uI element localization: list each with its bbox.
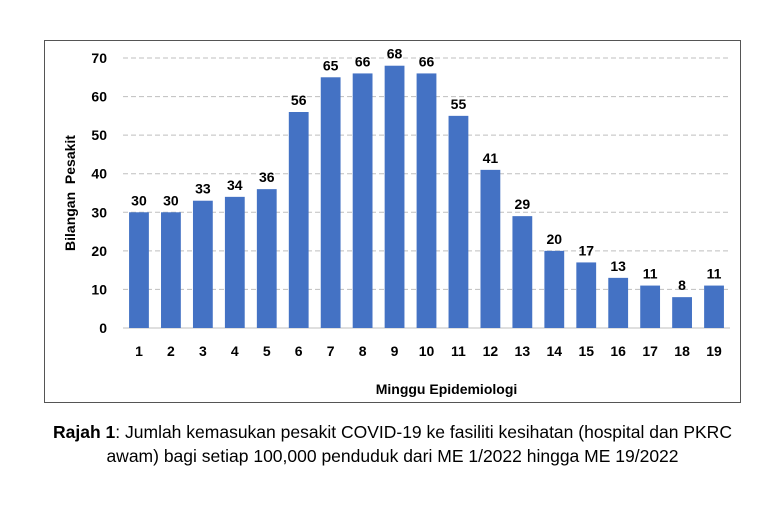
figure-caption: Rajah 1: Jumlah kemasukan pesakit COVID-…: [44, 420, 741, 468]
bar-value-label: 29: [515, 196, 531, 212]
y-tick-label: 40: [91, 166, 107, 182]
y-tick-label: 0: [99, 320, 107, 336]
x-tick-label: 4: [231, 343, 239, 359]
y-tick-label: 30: [91, 204, 107, 220]
bar-value-label: 17: [578, 242, 594, 258]
bar: [480, 169, 501, 328]
x-tick-label: 7: [327, 343, 335, 359]
x-tick-label: 5: [263, 343, 271, 359]
bar-value-label: 33: [195, 181, 211, 197]
bar-value-label: 8: [678, 277, 686, 293]
bar: [416, 73, 437, 328]
chart-frame: 0 10 20 30 40 50 60 70 30 30 33 34 36 56 65 66 68 66 55 41…: [44, 40, 741, 403]
bar: [512, 216, 533, 328]
y-axis-title: Bilangan Pesakit: [62, 135, 78, 251]
bar-value-label: 34: [227, 177, 243, 193]
bars: [129, 65, 724, 329]
bar-value-label: 20: [547, 231, 563, 247]
x-tick-label: 9: [391, 343, 399, 359]
grid-lines: [123, 57, 730, 329]
bar-value-label: 66: [419, 53, 435, 69]
caption-label: Rajah 1: [53, 422, 116, 442]
bar: [320, 77, 341, 329]
bar: [129, 212, 149, 328]
bar: [224, 196, 245, 328]
y-tick-label: 70: [91, 50, 107, 66]
y-tick-label: 10: [91, 281, 107, 297]
x-tick-labels: 1 2 3 4 5 6 7 8 9 10 11 12 13 14 15 16 17 18 19: [135, 343, 722, 359]
x-tick-label: 14: [547, 343, 563, 359]
bar: [448, 115, 469, 328]
x-tick-label: 2: [167, 343, 175, 359]
bar-value-label: 41: [483, 150, 499, 166]
bar-value-label: 56: [291, 92, 307, 108]
x-tick-label: 11: [451, 343, 466, 359]
x-tick-label: 1: [135, 343, 143, 359]
bar: [608, 277, 629, 328]
bar: [384, 65, 405, 328]
bar-value-label: 66: [355, 53, 371, 69]
x-tick-label: 18: [674, 343, 690, 359]
y-tick-label: 50: [91, 127, 107, 143]
x-axis-title: Minggu Epidemiologi: [376, 381, 518, 397]
bar-value-label: 36: [259, 169, 275, 185]
bar-value-label: 11: [707, 266, 722, 282]
bar: [640, 285, 661, 328]
bar: [576, 262, 597, 328]
x-tick-label: 8: [359, 343, 367, 359]
y-tick-labels: 0 10 20 30 40 50 60 70: [91, 50, 107, 336]
bar-value-label: 65: [323, 57, 339, 73]
x-tick-label: 17: [642, 343, 658, 359]
x-tick-label: 3: [199, 343, 207, 359]
bar: [704, 285, 724, 328]
x-tick-label: 15: [578, 343, 594, 359]
x-tick-label: 6: [295, 343, 303, 359]
bar: [672, 297, 692, 328]
bar-value-label: 11: [643, 266, 658, 282]
bar-value-label: 13: [610, 258, 626, 274]
bar: [288, 112, 309, 328]
bar: [161, 212, 181, 328]
bar-value-label: 30: [163, 192, 179, 208]
bar: [256, 189, 277, 328]
bar: [352, 73, 373, 328]
bar-value-label: 30: [131, 192, 147, 208]
bar: [192, 200, 213, 328]
bar-value-label: 68: [387, 46, 403, 62]
x-tick-label: 16: [610, 343, 626, 359]
x-tick-label: 10: [419, 343, 435, 359]
x-tick-label: 12: [483, 343, 499, 359]
caption-text: : Jumlah kemasukan pesakit COVID-19 ke f…: [106, 422, 732, 466]
x-tick-label: 13: [515, 343, 531, 359]
bar-value-label: 55: [451, 96, 467, 112]
y-tick-label: 60: [91, 89, 107, 105]
bar: [544, 250, 565, 328]
x-tick-label: 19: [706, 343, 722, 359]
bar-value-labels: 30 30 33 34 36 56 65 66 68 66 55 41 29 20 17 13 11 8 11: [131, 46, 721, 293]
y-tick-label: 20: [91, 243, 107, 259]
